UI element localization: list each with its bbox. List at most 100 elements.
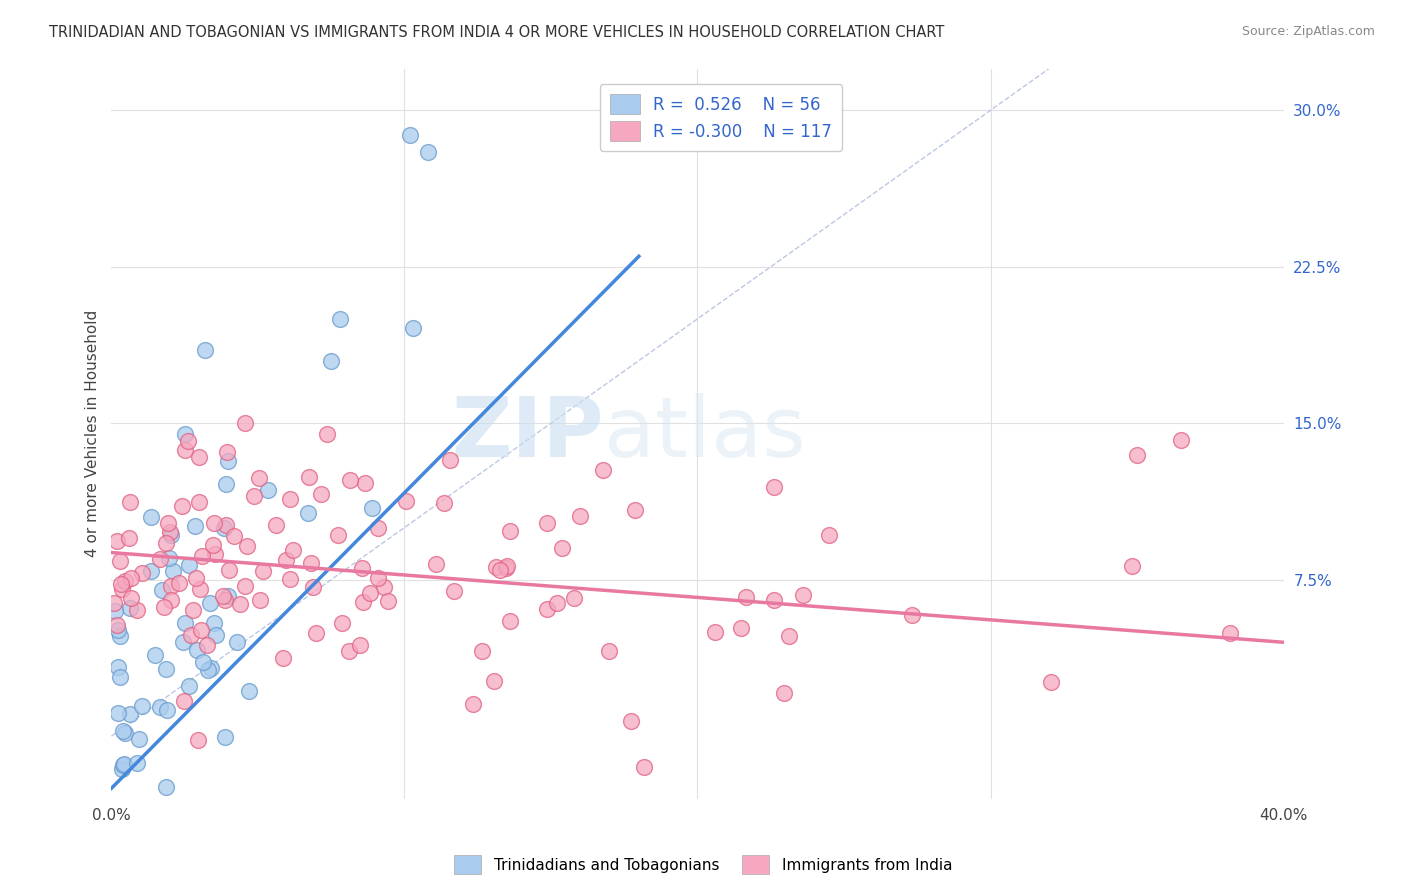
Point xyxy=(111,762,134,776)
Point xyxy=(1126,448,1149,462)
Point xyxy=(111,582,134,596)
Point xyxy=(105,533,128,548)
Point xyxy=(274,553,297,567)
Point xyxy=(278,572,301,586)
Point xyxy=(402,321,425,335)
Point xyxy=(485,560,508,574)
Point xyxy=(817,528,839,542)
Point xyxy=(191,549,214,563)
Point xyxy=(108,629,131,643)
Point xyxy=(236,539,259,553)
Point xyxy=(120,571,142,585)
Point xyxy=(536,516,558,530)
Point xyxy=(114,574,136,588)
Point xyxy=(359,586,381,600)
Point xyxy=(1040,675,1063,690)
Point xyxy=(256,483,278,498)
Point xyxy=(188,582,211,596)
Point xyxy=(433,496,456,510)
Text: Source: ZipAtlas.com: Source: ZipAtlas.com xyxy=(1241,25,1375,38)
Point xyxy=(103,596,125,610)
Point xyxy=(107,624,129,638)
Point xyxy=(252,565,274,579)
Point xyxy=(271,651,294,665)
Point xyxy=(156,703,179,717)
Point xyxy=(495,560,517,574)
Point xyxy=(297,506,319,520)
Point xyxy=(114,726,136,740)
Point xyxy=(238,684,260,698)
Point xyxy=(201,538,224,552)
Point xyxy=(326,527,349,541)
Point xyxy=(195,638,218,652)
Point xyxy=(233,578,256,592)
Point xyxy=(107,706,129,721)
Point xyxy=(489,563,512,577)
Point xyxy=(1219,626,1241,640)
Point xyxy=(187,732,209,747)
Point xyxy=(215,477,238,491)
Point xyxy=(112,757,135,772)
Point xyxy=(399,128,422,143)
Point xyxy=(1121,558,1143,573)
Point xyxy=(249,592,271,607)
Point xyxy=(204,547,226,561)
Point xyxy=(367,571,389,585)
Point xyxy=(202,615,225,630)
Point xyxy=(249,471,271,485)
Point xyxy=(730,622,752,636)
Point xyxy=(193,655,215,669)
Point xyxy=(461,697,484,711)
Point xyxy=(173,442,195,457)
Point xyxy=(159,524,181,539)
Point xyxy=(373,581,395,595)
Point xyxy=(214,730,236,744)
Point xyxy=(204,628,226,642)
Point xyxy=(496,559,519,574)
Point xyxy=(224,529,246,543)
Point xyxy=(281,543,304,558)
Point xyxy=(139,564,162,578)
Point xyxy=(188,495,211,509)
Point xyxy=(311,487,333,501)
Point xyxy=(131,698,153,713)
Point xyxy=(202,516,225,530)
Point xyxy=(792,588,814,602)
Point xyxy=(762,480,785,494)
Legend: R =  0.526    N = 56, R = -0.300    N = 117: R = 0.526 N = 56, R = -0.300 N = 117 xyxy=(600,84,842,152)
Point xyxy=(200,661,222,675)
Point xyxy=(110,670,132,684)
Point xyxy=(149,700,172,714)
Point xyxy=(173,426,195,441)
Text: atlas: atlas xyxy=(603,393,806,475)
Point xyxy=(763,593,786,607)
Text: TRINIDADIAN AND TOBAGONIAN VS IMMIGRANTS FROM INDIA 4 OR MORE VEHICLES IN HOUSEH: TRINIDADIAN AND TOBAGONIAN VS IMMIGRANTS… xyxy=(49,25,945,40)
Point xyxy=(159,527,181,541)
Point xyxy=(551,541,574,555)
Point xyxy=(110,576,132,591)
Point xyxy=(180,628,202,642)
Point xyxy=(337,644,360,658)
Point xyxy=(278,492,301,507)
Point xyxy=(352,595,374,609)
Y-axis label: 4 or more Vehicles in Household: 4 or more Vehicles in Household xyxy=(86,310,100,558)
Point xyxy=(160,593,183,607)
Point xyxy=(174,615,197,630)
Point xyxy=(215,518,238,533)
Point xyxy=(127,603,149,617)
Point xyxy=(173,694,195,708)
Point xyxy=(218,563,240,577)
Point xyxy=(395,494,418,508)
Point xyxy=(316,427,339,442)
Point xyxy=(157,516,180,531)
Point xyxy=(425,557,447,571)
Point xyxy=(443,584,465,599)
Point xyxy=(184,518,207,533)
Point xyxy=(321,353,343,368)
Point xyxy=(118,706,141,721)
Point xyxy=(118,601,141,615)
Point xyxy=(143,648,166,663)
Point xyxy=(212,589,235,603)
Point xyxy=(624,502,647,516)
Point xyxy=(194,343,217,358)
